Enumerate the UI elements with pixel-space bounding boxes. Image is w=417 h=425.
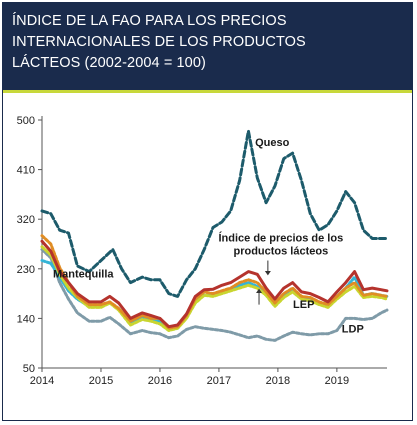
chart-card: ÍNDICE DE LA FAO PARA LOS PRECIOS INTERN… (2, 2, 413, 421)
series-label-queso: Queso (255, 137, 290, 149)
series-line-indice-de-precios-de-los-productos-lacteos (40, 239, 389, 329)
y-tick-label: 230 (17, 264, 35, 276)
y-tick-label: 410 (17, 165, 35, 177)
series-line-lep (40, 245, 389, 332)
series-line-ldp (40, 248, 389, 342)
series-line-mantequilla (40, 234, 389, 330)
x-tick-label: 2019 (325, 375, 349, 387)
chart-title: ÍNDICE DE LA FAO PARA LOS PRECIOS INTERN… (12, 13, 306, 71)
lep-pointer-head (256, 288, 263, 294)
x-tick-label: 2015 (89, 375, 113, 387)
series-label-ldp: LDP (342, 324, 364, 336)
y-tick-label: 500 (17, 115, 35, 127)
y-tick-label: 50 (23, 363, 35, 375)
indice-pointer-head (264, 271, 271, 276)
x-tick-label: 2018 (266, 375, 290, 387)
title-banner: ÍNDICE DE LA FAO PARA LOS PRECIOS INTERN… (3, 3, 412, 90)
y-tick-label: 320 (17, 214, 35, 226)
series-label-mantequilla: Mantequilla (53, 269, 114, 281)
series-line-queso (40, 129, 389, 298)
y-tick-label: 140 (17, 313, 35, 325)
line-chart: 50 140 230 320 410 500 2014 2015 2016 2017 2018 201… (17, 115, 389, 387)
x-tick-label: 2017 (207, 375, 231, 387)
title-accent-bar (3, 90, 412, 93)
x-tick-label: 2016 (148, 375, 172, 387)
series-label-lep: LEP (293, 299, 314, 311)
x-tick-label: 2014 (30, 375, 54, 387)
series-label-indice: Índice de precios de los productos lácteo… (218, 232, 343, 258)
